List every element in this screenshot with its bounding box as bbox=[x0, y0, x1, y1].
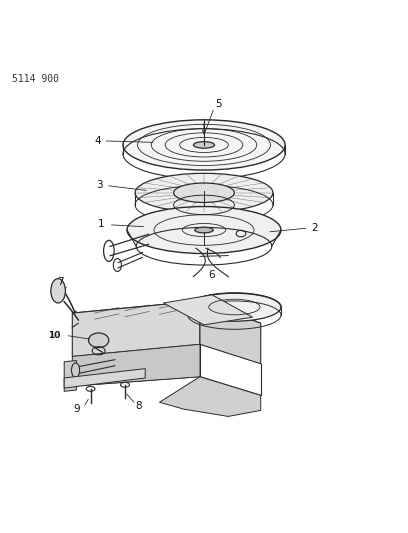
Polygon shape bbox=[64, 360, 76, 391]
Ellipse shape bbox=[127, 206, 281, 254]
Ellipse shape bbox=[174, 183, 234, 203]
Text: 10: 10 bbox=[48, 331, 60, 340]
Text: 3: 3 bbox=[96, 180, 103, 190]
Ellipse shape bbox=[89, 333, 109, 348]
Polygon shape bbox=[164, 295, 253, 325]
Ellipse shape bbox=[123, 120, 285, 170]
Text: 7: 7 bbox=[58, 277, 64, 287]
Text: 2: 2 bbox=[311, 223, 318, 233]
Polygon shape bbox=[72, 301, 261, 335]
Text: 9: 9 bbox=[74, 404, 80, 414]
Text: 5: 5 bbox=[215, 100, 222, 109]
Polygon shape bbox=[64, 369, 145, 388]
Ellipse shape bbox=[195, 227, 213, 233]
Text: 1: 1 bbox=[98, 219, 105, 229]
Polygon shape bbox=[160, 377, 261, 416]
Text: 8: 8 bbox=[135, 401, 142, 411]
Polygon shape bbox=[200, 301, 261, 364]
Ellipse shape bbox=[193, 142, 215, 148]
Polygon shape bbox=[72, 344, 200, 386]
Ellipse shape bbox=[135, 173, 273, 212]
Text: 6: 6 bbox=[208, 270, 215, 280]
Polygon shape bbox=[72, 301, 200, 357]
Text: 4: 4 bbox=[94, 136, 101, 146]
Text: 5114 900: 5114 900 bbox=[11, 74, 58, 84]
Ellipse shape bbox=[188, 293, 281, 321]
Ellipse shape bbox=[51, 279, 65, 303]
Ellipse shape bbox=[71, 363, 80, 377]
